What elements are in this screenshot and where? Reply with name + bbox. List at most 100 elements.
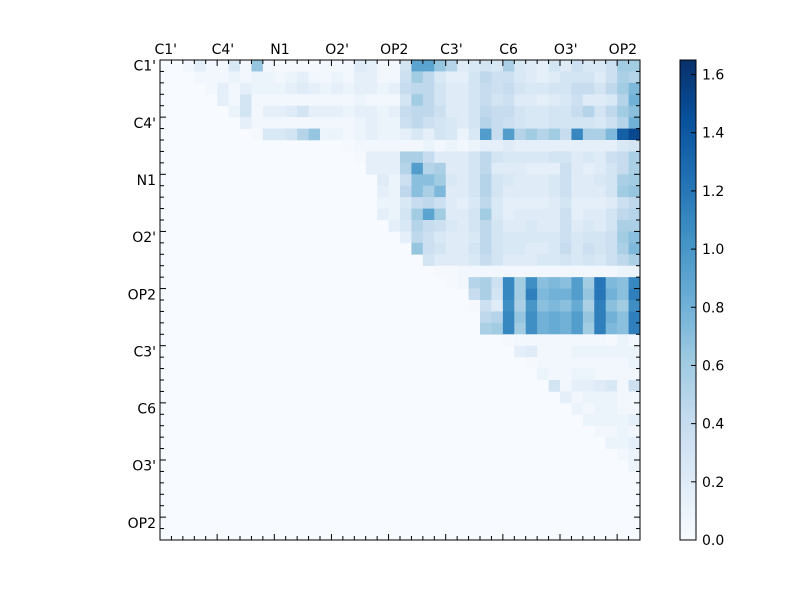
- heatmap-cell: [605, 277, 618, 289]
- heatmap-cell: [422, 71, 435, 84]
- heatmap-cell: [617, 162, 629, 175]
- heatmap-cell: [594, 128, 607, 141]
- heatmap-cell: [537, 197, 549, 209]
- heatmap-cell: [411, 162, 424, 175]
- heatmap-cell: [514, 311, 527, 324]
- heatmap-cell: [582, 265, 595, 278]
- heatmap-cell: [605, 140, 618, 152]
- heatmap-cell: [457, 94, 469, 107]
- heatmap-cell: [548, 220, 561, 232]
- heatmap-cell: [537, 277, 549, 289]
- heatmap-cell: [411, 82, 424, 95]
- heatmap-cell: [571, 402, 584, 415]
- heatmap-cell: [571, 117, 584, 129]
- heatmap-cell: [457, 254, 469, 267]
- heatmap-cell: [342, 117, 355, 129]
- heatmap-cell: [628, 60, 641, 72]
- heatmap-cell: [525, 334, 538, 347]
- heatmap-cell: [342, 71, 355, 84]
- heatmap-cell: [628, 105, 641, 118]
- heatmap-cell: [571, 357, 584, 369]
- heatmap-cell: [434, 185, 447, 198]
- heatmap-cell: [502, 242, 515, 255]
- heatmap-cell: [514, 151, 527, 164]
- heatmap-cell: [560, 117, 572, 129]
- heatmap-cell: [560, 140, 572, 152]
- heatmap-cell: [251, 71, 264, 84]
- heatmap-cell: [571, 82, 584, 95]
- heatmap-cell: [514, 345, 527, 358]
- heatmap-cell: [548, 345, 561, 358]
- heatmap-cell: [274, 71, 287, 84]
- heatmap-cell: [262, 82, 275, 95]
- heatmap-cell: [502, 117, 515, 129]
- heatmap-cell: [605, 231, 618, 244]
- heatmap-cell: [628, 425, 641, 438]
- heatmap-cell: [537, 242, 549, 255]
- heatmap-cell: [182, 60, 195, 72]
- heatmap-cell: [525, 311, 538, 324]
- heatmap-cell: [251, 105, 264, 118]
- heatmap-cell: [560, 322, 572, 335]
- heatmap-cell: [571, 368, 584, 381]
- heatmap-cell: [537, 265, 549, 278]
- heatmap-cell: [628, 162, 641, 175]
- heatmap-cell: [582, 242, 595, 255]
- heatmap-cell: [308, 71, 321, 84]
- heatmap-cell: [411, 94, 424, 107]
- heatmap-cell: [571, 311, 584, 324]
- heatmap-cell: [514, 265, 527, 278]
- heatmap-cell: [491, 185, 504, 198]
- heatmap-cell: [480, 220, 492, 232]
- heatmap-cell: [514, 140, 527, 152]
- heatmap-cell: [537, 128, 549, 141]
- heatmap-cell: [251, 94, 264, 107]
- heatmap-cell: [537, 151, 549, 164]
- heatmap-cell: [594, 391, 607, 404]
- heatmap-cell: [628, 265, 641, 278]
- heatmap-cell: [468, 60, 481, 72]
- heatmap-cell: [331, 82, 344, 95]
- heatmap-cell: [548, 197, 561, 209]
- colorbar-tick-label: 0.0: [702, 533, 724, 549]
- heatmap-cell: [308, 94, 321, 107]
- heatmap-cell: [480, 174, 492, 187]
- heatmap-cell: [537, 345, 549, 358]
- heatmap-cell: [457, 231, 469, 244]
- heatmap-cell: [491, 197, 504, 209]
- heatmap-cell: [354, 71, 367, 84]
- heatmap-cell: [582, 197, 595, 209]
- heatmap-cell: [582, 311, 595, 324]
- heatmap-cell: [274, 82, 287, 95]
- heatmap-cell: [571, 128, 584, 141]
- heatmap-cell: [514, 71, 527, 84]
- heatmap-cell: [365, 162, 378, 175]
- heatmap-cell: [251, 60, 264, 72]
- heatmap-cell: [571, 391, 584, 404]
- heatmap-cell: [502, 300, 515, 312]
- heatmap-cell: [388, 94, 401, 107]
- x-tick-label: OP2: [380, 42, 408, 58]
- heatmap-cell: [457, 128, 469, 141]
- heatmap-cell: [205, 82, 218, 95]
- heatmap-cell: [400, 128, 412, 141]
- heatmap-cell: [514, 208, 527, 221]
- heatmap-cell: [582, 128, 595, 141]
- heatmap-cell: [457, 185, 469, 198]
- heatmap-cell: [525, 231, 538, 244]
- heatmap-cell: [445, 231, 458, 244]
- heatmap-cell: [571, 105, 584, 118]
- heatmap-cell: [582, 322, 595, 335]
- heatmap-cell: [560, 185, 572, 198]
- heatmap-cell: [594, 60, 607, 72]
- heatmap-cell: [388, 71, 401, 84]
- heatmap-cell: [377, 162, 389, 175]
- heatmap-cell: [617, 117, 629, 129]
- heatmap-cell: [628, 368, 641, 381]
- heatmap-cell: [548, 288, 561, 301]
- heatmap-cell: [468, 117, 481, 129]
- heatmap-cell: [537, 334, 549, 347]
- heatmap-cell: [582, 105, 595, 118]
- heatmap-cell: [628, 391, 641, 404]
